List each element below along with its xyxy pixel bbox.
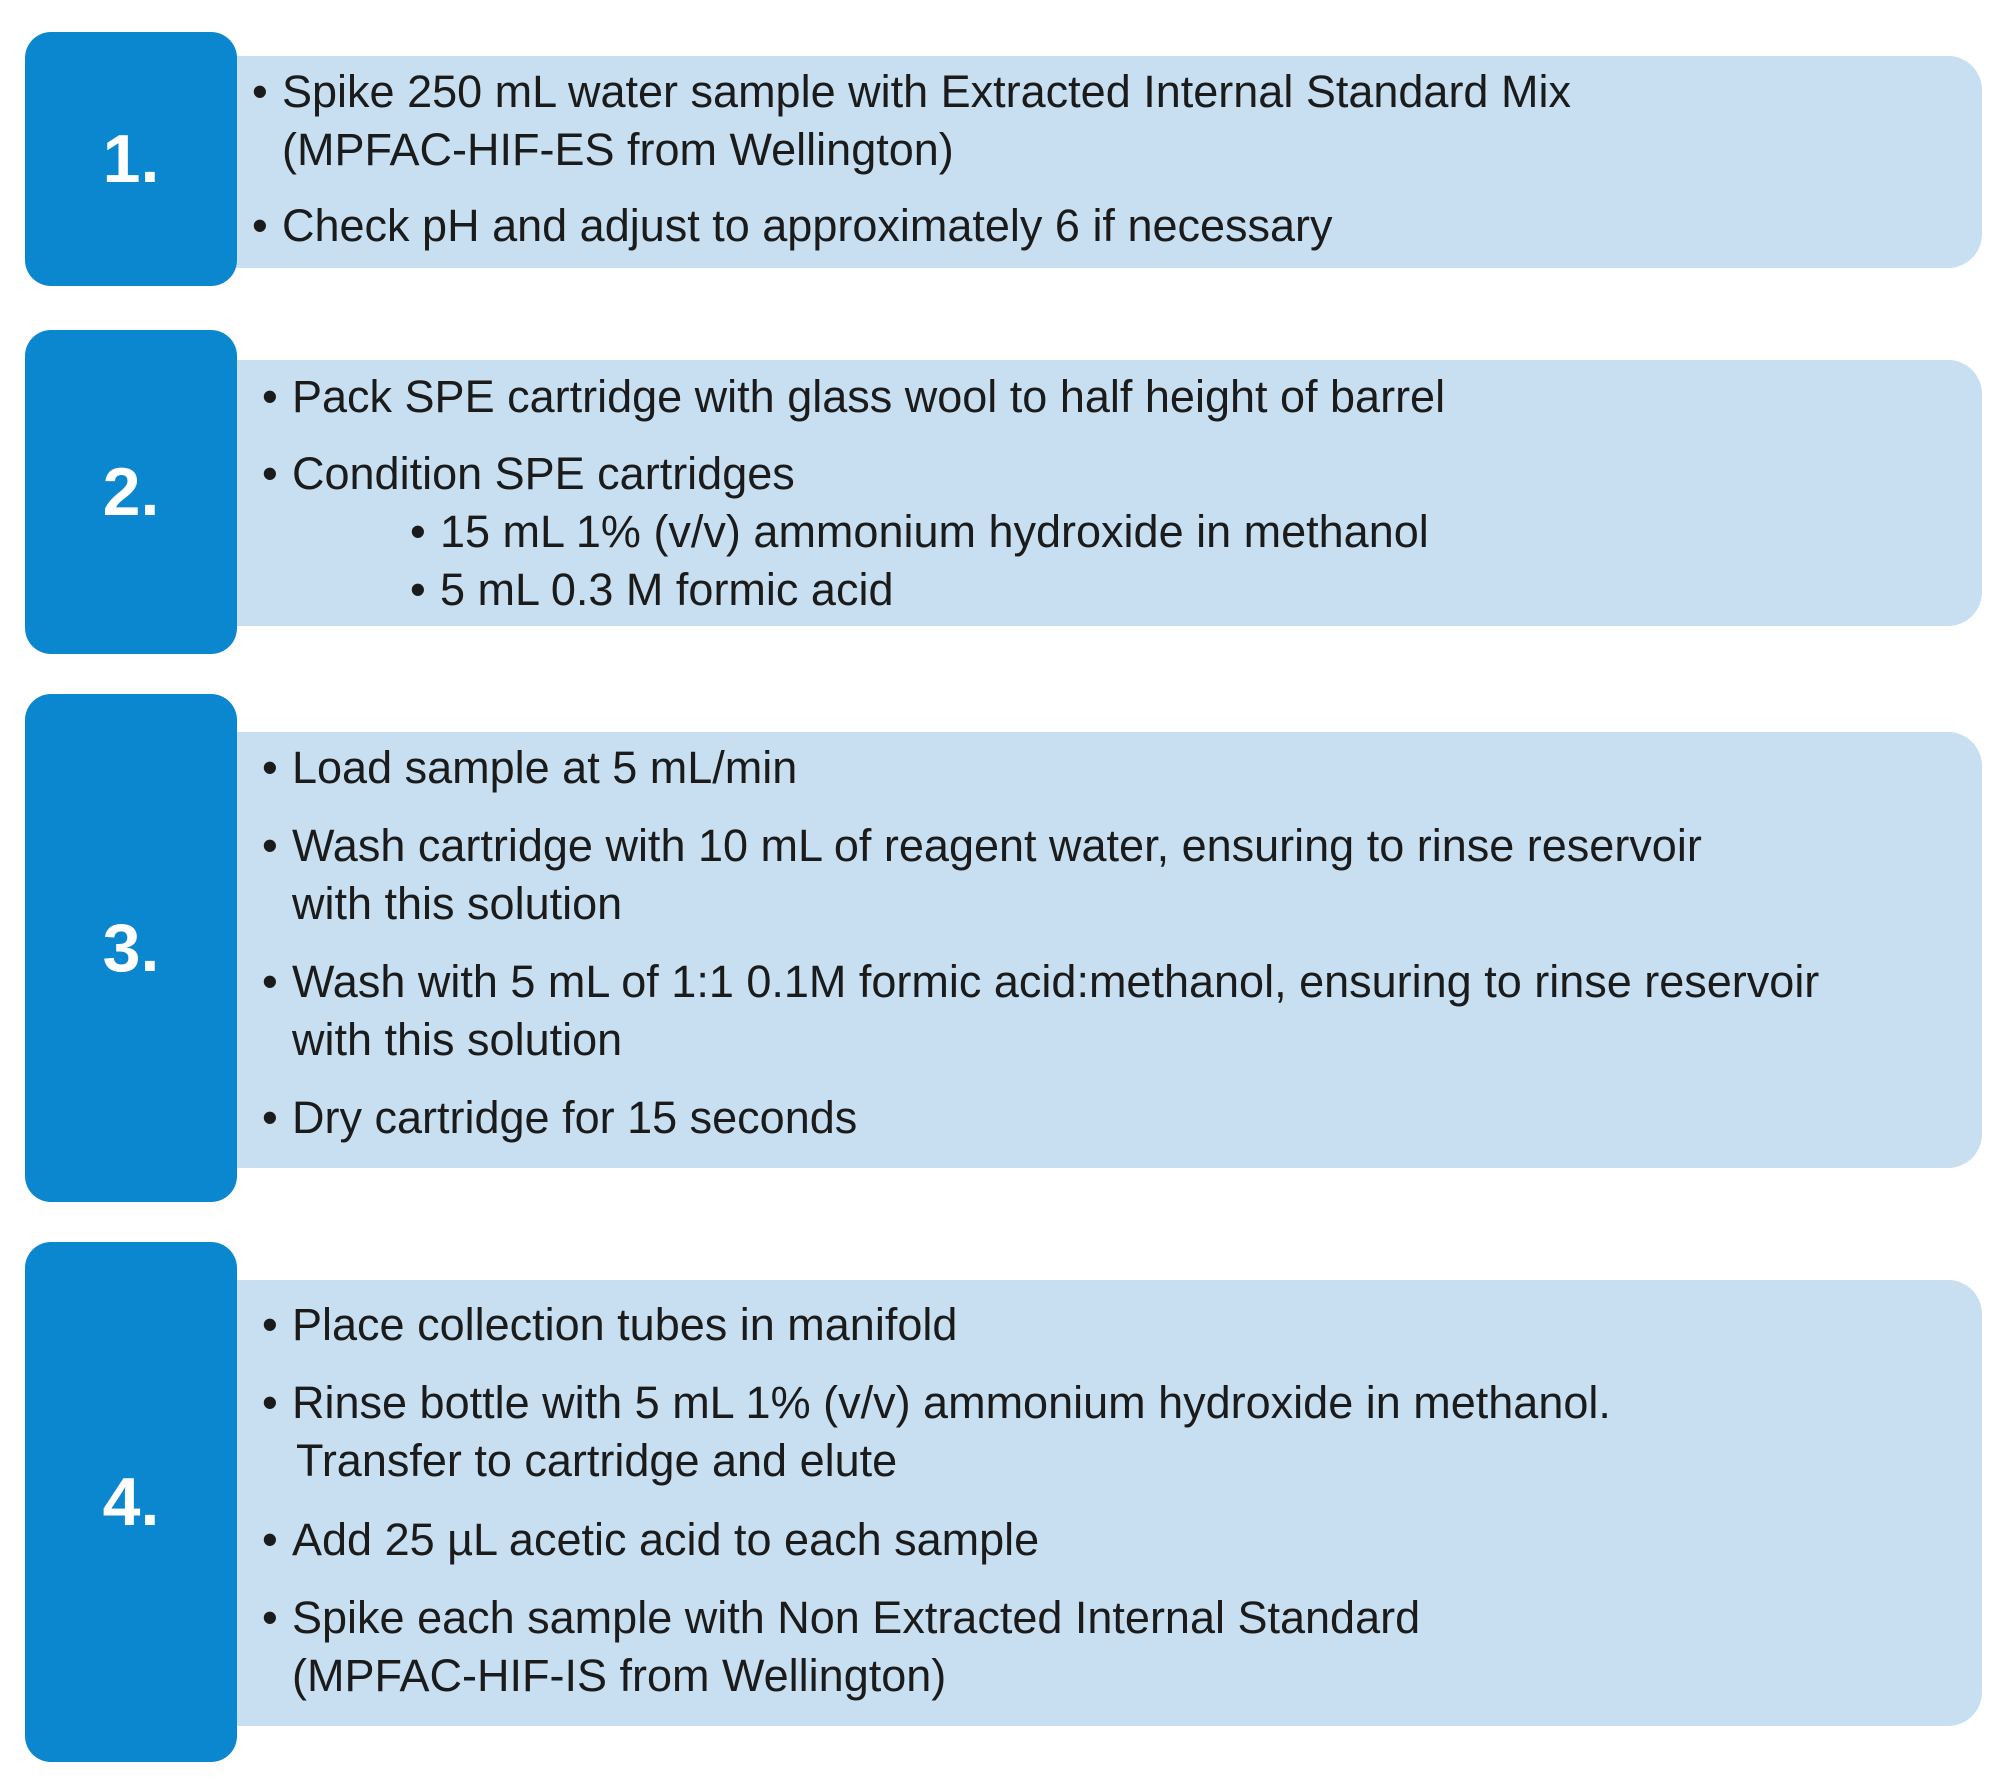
- step-1-item-1-text: Spike 250 mL water sample with Extracted…: [282, 66, 1571, 117]
- step-4-panel: [200, 1280, 1982, 1726]
- step-2-subitem-1: • 15 mL 1% (v/v) ammonium hydroxide in me…: [410, 506, 1429, 558]
- step-4-item-2-text: Rinse bottle with 5 mL 1% (v/v) ammonium…: [292, 1377, 1611, 1428]
- step-4-item-4-continuation: (MPFAC-HIF-IS from Wellington): [292, 1650, 947, 1701]
- step-2-item-1: • Pack SPE cartridge with glass wool to h…: [262, 371, 1445, 423]
- step-4-item-3: • Add 25 µL acetic acid to each sample: [262, 1514, 1039, 1566]
- step-4-item-4-text: Spike each sample with Non Extracted Int…: [292, 1592, 1421, 1643]
- step-3-number: 3.: [25, 694, 237, 1202]
- bullet-icon: •: [262, 371, 278, 422]
- step-4-item-2-continuation: Transfer to cartridge and elute: [296, 1435, 898, 1486]
- step-3-item-3-text: Wash with 5 mL of 1:1 0.1M formic acid:m…: [292, 956, 1820, 1007]
- bullet-icon: •: [262, 1092, 278, 1143]
- bullet-icon: •: [262, 820, 278, 871]
- bullet-icon: •: [262, 1514, 278, 1565]
- step-3-item-1: • Load sample at 5 mL/min: [262, 742, 797, 794]
- step-1-item-2-text: Check pH and adjust to approximately 6 i…: [282, 200, 1333, 251]
- step-2-item-1-text: Pack SPE cartridge with glass wool to ha…: [292, 371, 1446, 422]
- bullet-icon: •: [262, 742, 278, 793]
- step-2-item-2: • Condition SPE cartridges: [262, 448, 795, 500]
- bullet-icon: •: [410, 564, 426, 615]
- step-1-number: 1.: [25, 32, 237, 286]
- bullet-icon: •: [252, 200, 268, 251]
- step-4-item-1-text: Place collection tubes in manifold: [292, 1299, 958, 1350]
- step-3-item-2-continuation: with this solution: [292, 878, 623, 929]
- step-2-subitem-1-text: 15 mL 1% (v/v) ammonium hydroxide in met…: [440, 506, 1429, 557]
- step-4-item-2: • Rinse bottle with 5 mL 1% (v/v) ammoniu…: [262, 1377, 1611, 1429]
- step-3-item-2: • Wash cartridge with 10 mL of reagent wa…: [262, 820, 1702, 872]
- step-4-item-3-text: Add 25 µL acetic acid to each sample: [292, 1514, 1040, 1565]
- step-1-item-1: • Spike 250 mL water sample with Extracte…: [252, 66, 1571, 118]
- bullet-icon: •: [262, 1377, 278, 1428]
- step-3-item-3-continuation: with this solution: [292, 1014, 623, 1065]
- step-1-item-2: • Check pH and adjust to approximately 6 …: [252, 200, 1333, 252]
- bullet-icon: •: [262, 1592, 278, 1643]
- step-2-panel: [200, 360, 1982, 626]
- step-3-panel: [200, 732, 1982, 1168]
- step-3-item-1-text: Load sample at 5 mL/min: [292, 742, 798, 793]
- bullet-icon: •: [262, 956, 278, 1007]
- bullet-icon: •: [410, 506, 426, 557]
- step-3-item-3: • Wash with 5 mL of 1:1 0.1M formic acid:…: [262, 956, 1819, 1008]
- step-1-item-1-continuation: (MPFAC-HIF-ES from Wellington): [282, 124, 954, 175]
- step-2-item-2-text: Condition SPE cartridges: [292, 448, 795, 499]
- step-1-panel: [200, 56, 1982, 268]
- step-3-item-4-text: Dry cartridge for 15 seconds: [292, 1092, 858, 1143]
- step-2-number: 2.: [25, 330, 237, 654]
- step-2-subitem-2-text: 5 mL 0.3 M formic acid: [440, 564, 894, 615]
- step-3-item-2-text: Wash cartridge with 10 mL of reagent wat…: [292, 820, 1702, 871]
- bullet-icon: •: [262, 448, 278, 499]
- bullet-icon: •: [252, 66, 268, 117]
- step-4-item-4: • Spike each sample with Non Extracted In…: [262, 1592, 1420, 1644]
- step-3-item-4: • Dry cartridge for 15 seconds: [262, 1092, 857, 1144]
- step-4-item-1: • Place collection tubes in manifold: [262, 1299, 957, 1351]
- bullet-icon: •: [262, 1299, 278, 1350]
- step-4-number: 4.: [25, 1242, 237, 1762]
- step-2-subitem-2: • 5 mL 0.3 M formic acid: [410, 564, 893, 616]
